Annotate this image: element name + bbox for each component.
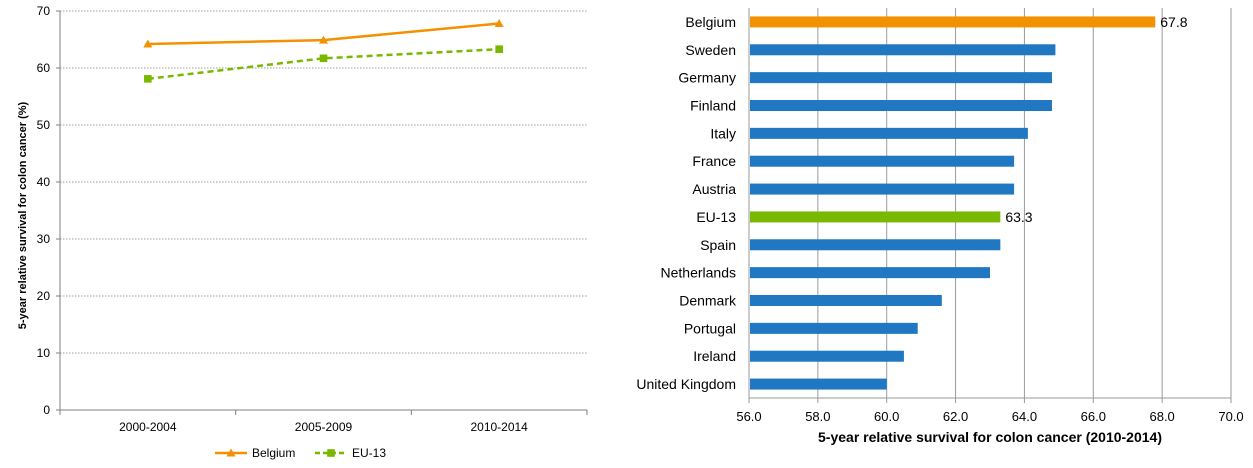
y-tick-label: 0 bbox=[43, 403, 50, 417]
bar-finland bbox=[750, 100, 1052, 111]
data-point-marker bbox=[143, 39, 153, 48]
legend-label: EU-13 bbox=[352, 446, 386, 460]
data-point-marker bbox=[494, 19, 504, 28]
category-label-germany: Germany bbox=[678, 70, 736, 86]
y-tick-label: 70 bbox=[37, 4, 51, 18]
category-label-spain: Spain bbox=[700, 237, 736, 253]
x-tick-label: 2005-2009 bbox=[295, 420, 353, 434]
bar-sweden bbox=[750, 44, 1056, 56]
y-tick-label: 40 bbox=[37, 175, 51, 189]
bar-germany bbox=[750, 72, 1052, 84]
x-tick-label: 68.0 bbox=[1149, 409, 1174, 424]
series-line-eu-13 bbox=[147, 47, 500, 81]
bar-united-kingdom bbox=[750, 378, 887, 390]
data-point-marker bbox=[319, 35, 328, 44]
y-tick-label: 60 bbox=[37, 61, 51, 75]
x-tick-label: 2010-2014 bbox=[470, 420, 528, 434]
legend-marker bbox=[226, 448, 236, 457]
category-label-ireland: Ireland bbox=[693, 348, 736, 364]
x-tick-label: 56.0 bbox=[736, 409, 761, 424]
line-chart-survival-trend: 0 10 20 30 40 50 60 70 2000-2004 2005-2009 2010-20… bbox=[17, 4, 588, 460]
category-label-france: France bbox=[692, 153, 736, 169]
category-label-belgium: Belgium bbox=[685, 14, 736, 30]
category-label-denmark: Denmark bbox=[679, 293, 737, 309]
data-label: 67.8 bbox=[1160, 14, 1187, 30]
category-label-portugal: Portugal bbox=[684, 320, 736, 336]
data-label: 63.3 bbox=[1005, 209, 1032, 225]
bar-spain bbox=[750, 239, 1001, 251]
bar-belgium bbox=[750, 16, 1156, 28]
x-tick-label: 62.0 bbox=[943, 409, 968, 424]
y-tick-label: 50 bbox=[37, 118, 51, 132]
bar-chart-country-survival: 56.0 58.0 60.0 62.0 64.0 66.0 68.0 70.0 Belgium S… bbox=[636, 8, 1244, 445]
bar-italy bbox=[750, 127, 1028, 139]
bar-eu-13 bbox=[750, 211, 1001, 223]
y-tick-label: 10 bbox=[37, 346, 51, 360]
x-tick-label: 60.0 bbox=[874, 409, 899, 424]
category-label-netherlands: Netherlands bbox=[661, 265, 737, 281]
y-tick-label: 20 bbox=[37, 289, 51, 303]
legend-label: Belgium bbox=[252, 446, 295, 460]
x-tick-label: 64.0 bbox=[1012, 409, 1037, 424]
data-point-marker bbox=[495, 45, 503, 53]
data-point-marker bbox=[319, 54, 328, 63]
bar-france bbox=[750, 155, 1015, 167]
x-tick-label: 70.0 bbox=[1218, 409, 1243, 424]
category-label-united-kingdom: United Kingdom bbox=[636, 376, 736, 392]
legend-marker bbox=[327, 449, 335, 457]
category-label-italy: Italy bbox=[710, 125, 736, 141]
bar-netherlands bbox=[750, 267, 990, 279]
data-point-marker bbox=[144, 75, 152, 83]
y-tick-label: 30 bbox=[37, 232, 51, 246]
x-axis-title: 5-year relative survival for colon cance… bbox=[818, 429, 1162, 445]
category-label-sweden: Sweden bbox=[685, 42, 736, 58]
bar-austria bbox=[750, 183, 1015, 195]
x-tick-label: 2000-2004 bbox=[119, 420, 177, 434]
category-label-finland: Finland bbox=[690, 98, 736, 114]
category-label-austria: Austria bbox=[692, 181, 736, 197]
bar-denmark bbox=[750, 295, 942, 306]
x-tick-label: 58.0 bbox=[805, 409, 830, 424]
bar-portugal bbox=[750, 322, 918, 334]
x-tick-label: 66.0 bbox=[1081, 409, 1106, 424]
bar-ireland bbox=[750, 350, 904, 362]
category-label-eu-13: EU-13 bbox=[696, 209, 736, 225]
y-axis-title: 5-year relative survival for colon cance… bbox=[17, 101, 29, 329]
